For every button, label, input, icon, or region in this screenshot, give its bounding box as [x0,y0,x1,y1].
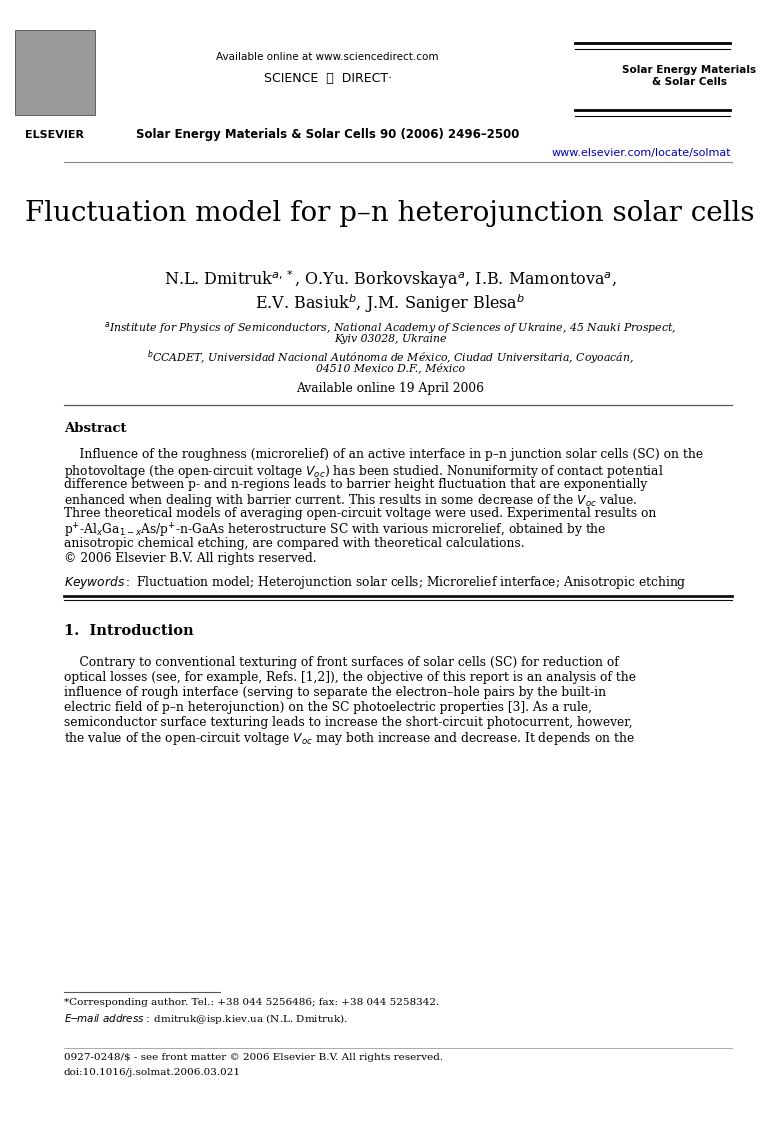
Text: optical losses (see, for example, Refs. [1,2]), the objective of this report is : optical losses (see, for example, Refs. … [64,671,636,684]
Text: Abstract: Abstract [64,422,126,435]
Text: Three theoretical models of averaging open-circuit voltage were used. Experiment: Three theoretical models of averaging op… [64,507,656,521]
Bar [15,29,95,115]
Text: 0927-0248/$ - see front matter © 2006 Elsevier B.V. All rights reserved.: 0927-0248/$ - see front matter © 2006 El… [64,1053,443,1063]
Text: $^{b}$CCADET, Universidad Nacional Autónoma de México, Ciudad Universitaria, Coy: $^{b}$CCADET, Universidad Nacional Autón… [147,348,633,366]
Text: E.V. Basiuk$^{b}$, J.M. Saniger Blesa$^{b}$: E.V. Basiuk$^{b}$, J.M. Saniger Blesa$^{… [255,291,525,315]
Text: Solar Energy Materials & Solar Cells 90 (2006) 2496–2500: Solar Energy Materials & Solar Cells 90 … [136,128,519,141]
Text: www.elsevier.com/locate/solmat: www.elsevier.com/locate/solmat [552,149,732,158]
Text: anisotropic chemical etching, are compared with theoretical calculations.: anisotropic chemical etching, are compar… [64,536,525,550]
Text: Influence of the roughness (microrelief) of an active interface in p–n junction : Influence of the roughness (microrelief)… [64,448,703,462]
Text: ELSEVIER: ELSEVIER [26,130,84,139]
Text: N.L. Dmitruk$^{a,*}$, O.Yu. Borkovskaya$^{a}$, I.B. Mamontova$^{a}$,: N.L. Dmitruk$^{a,*}$, O.Yu. Borkovskaya$… [164,268,616,290]
Text: Available online 19 April 2006: Available online 19 April 2006 [296,382,484,395]
Text: photovoltage (the open-circuit voltage $V_{oc}$) has been studied. Nonuniformity: photovoltage (the open-circuit voltage $… [64,463,664,480]
Text: influence of rough interface (serving to separate the electron–hole pairs by the: influence of rough interface (serving to… [64,686,606,699]
Text: $^{a}$Institute for Physics of Semiconductors, National Academy of Sciences of U: $^{a}$Institute for Physics of Semicondu… [104,320,676,336]
Text: $\it{E\!\!-\!\!mail\ address:}$ dmitruk@isp.kiev.ua (N.L. Dmitruk).: $\it{E\!\!-\!\!mail\ address:}$ dmitruk@… [64,1012,348,1026]
Text: electric field of p–n heterojunction) on the SC photoelectric properties [3]. As: electric field of p–n heterojunction) on… [64,701,592,713]
Text: Kyiv 03028, Ukraine: Kyiv 03028, Ukraine [334,335,446,344]
Text: Solar Energy Materials
& Solar Cells: Solar Energy Materials & Solar Cells [622,65,757,86]
Text: doi:10.1016/j.solmat.2006.03.021: doi:10.1016/j.solmat.2006.03.021 [64,1068,241,1077]
Text: p$^{+}$-Al$_x$Ga$_{1-x}$As/p$^{+}$-n-GaAs heterostructure SC with various micror: p$^{+}$-Al$_x$Ga$_{1-x}$As/p$^{+}$-n-GaA… [64,522,606,540]
Text: SCIENCE  ⓓ  DIRECT·: SCIENCE ⓓ DIRECT· [264,71,392,85]
Text: the value of the open-circuit voltage $V_{oc}$ may both increase and decrease. I: the value of the open-circuit voltage $V… [64,730,635,747]
Text: Fluctuation model for p–n heterojunction solar cells: Fluctuation model for p–n heterojunction… [25,200,755,227]
Text: 04510 Mexico D.F., México: 04510 Mexico D.F., México [315,362,465,373]
Text: difference between p- and n-regions leads to barrier height fluctuation that are: difference between p- and n-regions lead… [64,477,647,491]
Text: semiconductor surface texturing leads to increase the short-circuit photocurrent: semiconductor surface texturing leads to… [64,716,633,729]
Text: enhanced when dealing with barrier current. This results in some decrease of the: enhanced when dealing with barrier curre… [64,492,637,509]
Text: © 2006 Elsevier B.V. All rights reserved.: © 2006 Elsevier B.V. All rights reserved… [64,551,317,565]
Text: 1.  Introduction: 1. Introduction [64,625,193,638]
Text: Contrary to conventional texturing of front surfaces of solar cells (SC) for red: Contrary to conventional texturing of fr… [64,657,619,669]
Text: *Corresponding author. Tel.: +38 044 5256486; fax: +38 044 5258342.: *Corresponding author. Tel.: +38 044 525… [64,998,439,1007]
Text: Available online at www.sciencedirect.com: Available online at www.sciencedirect.co… [216,52,439,62]
Text: $\it{Keywords:}$ Fluctuation model; Heterojunction solar cells; Microrelief inte: $\it{Keywords:}$ Fluctuation model; Hete… [64,575,686,592]
